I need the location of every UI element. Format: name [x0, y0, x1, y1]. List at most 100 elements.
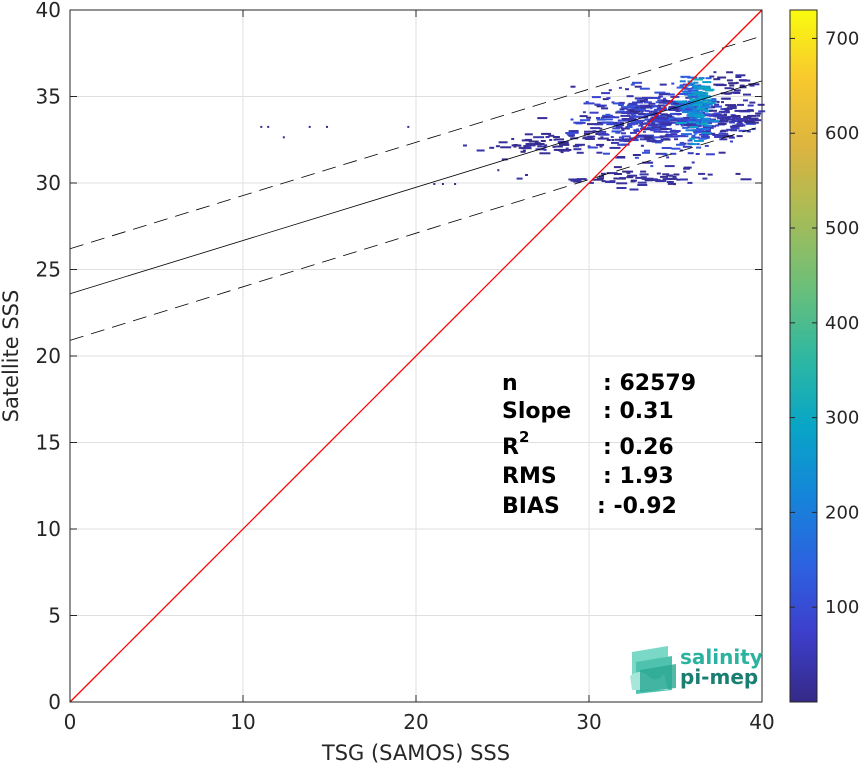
density-point — [663, 117, 671, 120]
density-point — [656, 172, 661, 175]
density-point — [680, 133, 692, 136]
density-point — [522, 149, 526, 152]
density-point — [613, 166, 622, 169]
density-point — [648, 139, 656, 142]
density-point — [638, 124, 644, 127]
density-point — [562, 143, 570, 146]
density-point — [649, 107, 653, 110]
density-point — [723, 118, 727, 121]
density-point — [735, 76, 742, 78]
density-point — [703, 136, 710, 139]
density-point — [629, 139, 639, 142]
density-point — [725, 104, 737, 107]
density-point — [668, 127, 672, 130]
colorbar-tick-label: 700 — [825, 28, 859, 49]
density-point — [696, 127, 699, 130]
x-tick-label: 40 — [749, 710, 774, 734]
fit-lines — [69, 9, 763, 703]
density-point — [627, 126, 633, 128]
density-point — [591, 96, 601, 99]
density-point — [691, 87, 695, 90]
density-point — [612, 127, 621, 130]
density-point — [714, 103, 720, 106]
density-point — [748, 83, 760, 86]
regression-line — [69, 80, 763, 295]
density-point — [729, 84, 735, 87]
density-point — [723, 113, 727, 116]
density-point — [689, 106, 698, 109]
density-point — [533, 136, 545, 139]
density-point — [528, 144, 536, 147]
density-point — [570, 85, 576, 88]
density-point — [707, 99, 717, 102]
density-point — [558, 142, 569, 145]
density-point — [634, 106, 639, 109]
density-point — [711, 105, 722, 108]
density-point — [662, 100, 673, 103]
density-point — [699, 86, 709, 89]
density-point — [670, 133, 678, 136]
density-point — [686, 118, 697, 121]
density-point — [626, 95, 634, 98]
density-point — [665, 131, 669, 134]
density-point — [611, 130, 622, 133]
density-point — [524, 138, 532, 141]
density-point — [683, 124, 691, 127]
colorbar-tick-label: 500 — [825, 218, 859, 239]
density-point — [629, 110, 641, 113]
density-point — [605, 181, 616, 183]
density-point — [674, 138, 678, 141]
density-point — [716, 100, 720, 103]
density-point — [730, 125, 738, 128]
density-point — [631, 114, 637, 117]
density-point — [596, 118, 606, 121]
y-tick-label: 10 — [36, 517, 61, 541]
stat-rms-value: : 1.93 — [603, 464, 674, 489]
density-point — [612, 102, 623, 105]
density-point — [625, 88, 629, 91]
density-point — [621, 129, 625, 132]
density-point — [719, 138, 728, 141]
density-point — [705, 153, 715, 156]
density-point — [717, 76, 727, 79]
density-point — [640, 170, 647, 173]
density-point — [713, 115, 724, 118]
density-point — [657, 104, 664, 107]
density-point — [601, 180, 606, 183]
density-point — [568, 134, 575, 137]
density-point — [698, 137, 707, 140]
density-point — [654, 108, 665, 111]
density-point — [627, 124, 633, 127]
density-point — [693, 93, 702, 96]
density-point — [737, 103, 744, 106]
density-point — [702, 131, 707, 133]
upper-bound-line — [69, 35, 763, 250]
density-point — [651, 122, 656, 125]
density-point — [651, 105, 658, 108]
density-point — [600, 172, 606, 175]
density-point — [500, 146, 512, 149]
density-point — [627, 112, 635, 115]
stat-r2-value: : 0.26 — [603, 435, 674, 460]
density-point — [489, 146, 495, 149]
density-point — [683, 87, 692, 90]
density-point — [635, 108, 645, 111]
density-point — [584, 138, 595, 140]
density-point — [657, 118, 669, 121]
density-point — [730, 127, 740, 130]
density-point — [747, 104, 754, 107]
density-point — [599, 145, 603, 148]
density-point — [599, 127, 603, 130]
density-point — [592, 130, 597, 133]
density-point — [746, 130, 751, 133]
density-point — [713, 112, 720, 115]
density-point — [661, 147, 672, 149]
density-point — [603, 152, 610, 155]
density-point — [650, 128, 657, 131]
density-point — [653, 130, 663, 133]
density-point — [744, 116, 752, 119]
density-point — [696, 107, 705, 110]
density-point — [713, 78, 721, 81]
density-point — [692, 78, 703, 81]
